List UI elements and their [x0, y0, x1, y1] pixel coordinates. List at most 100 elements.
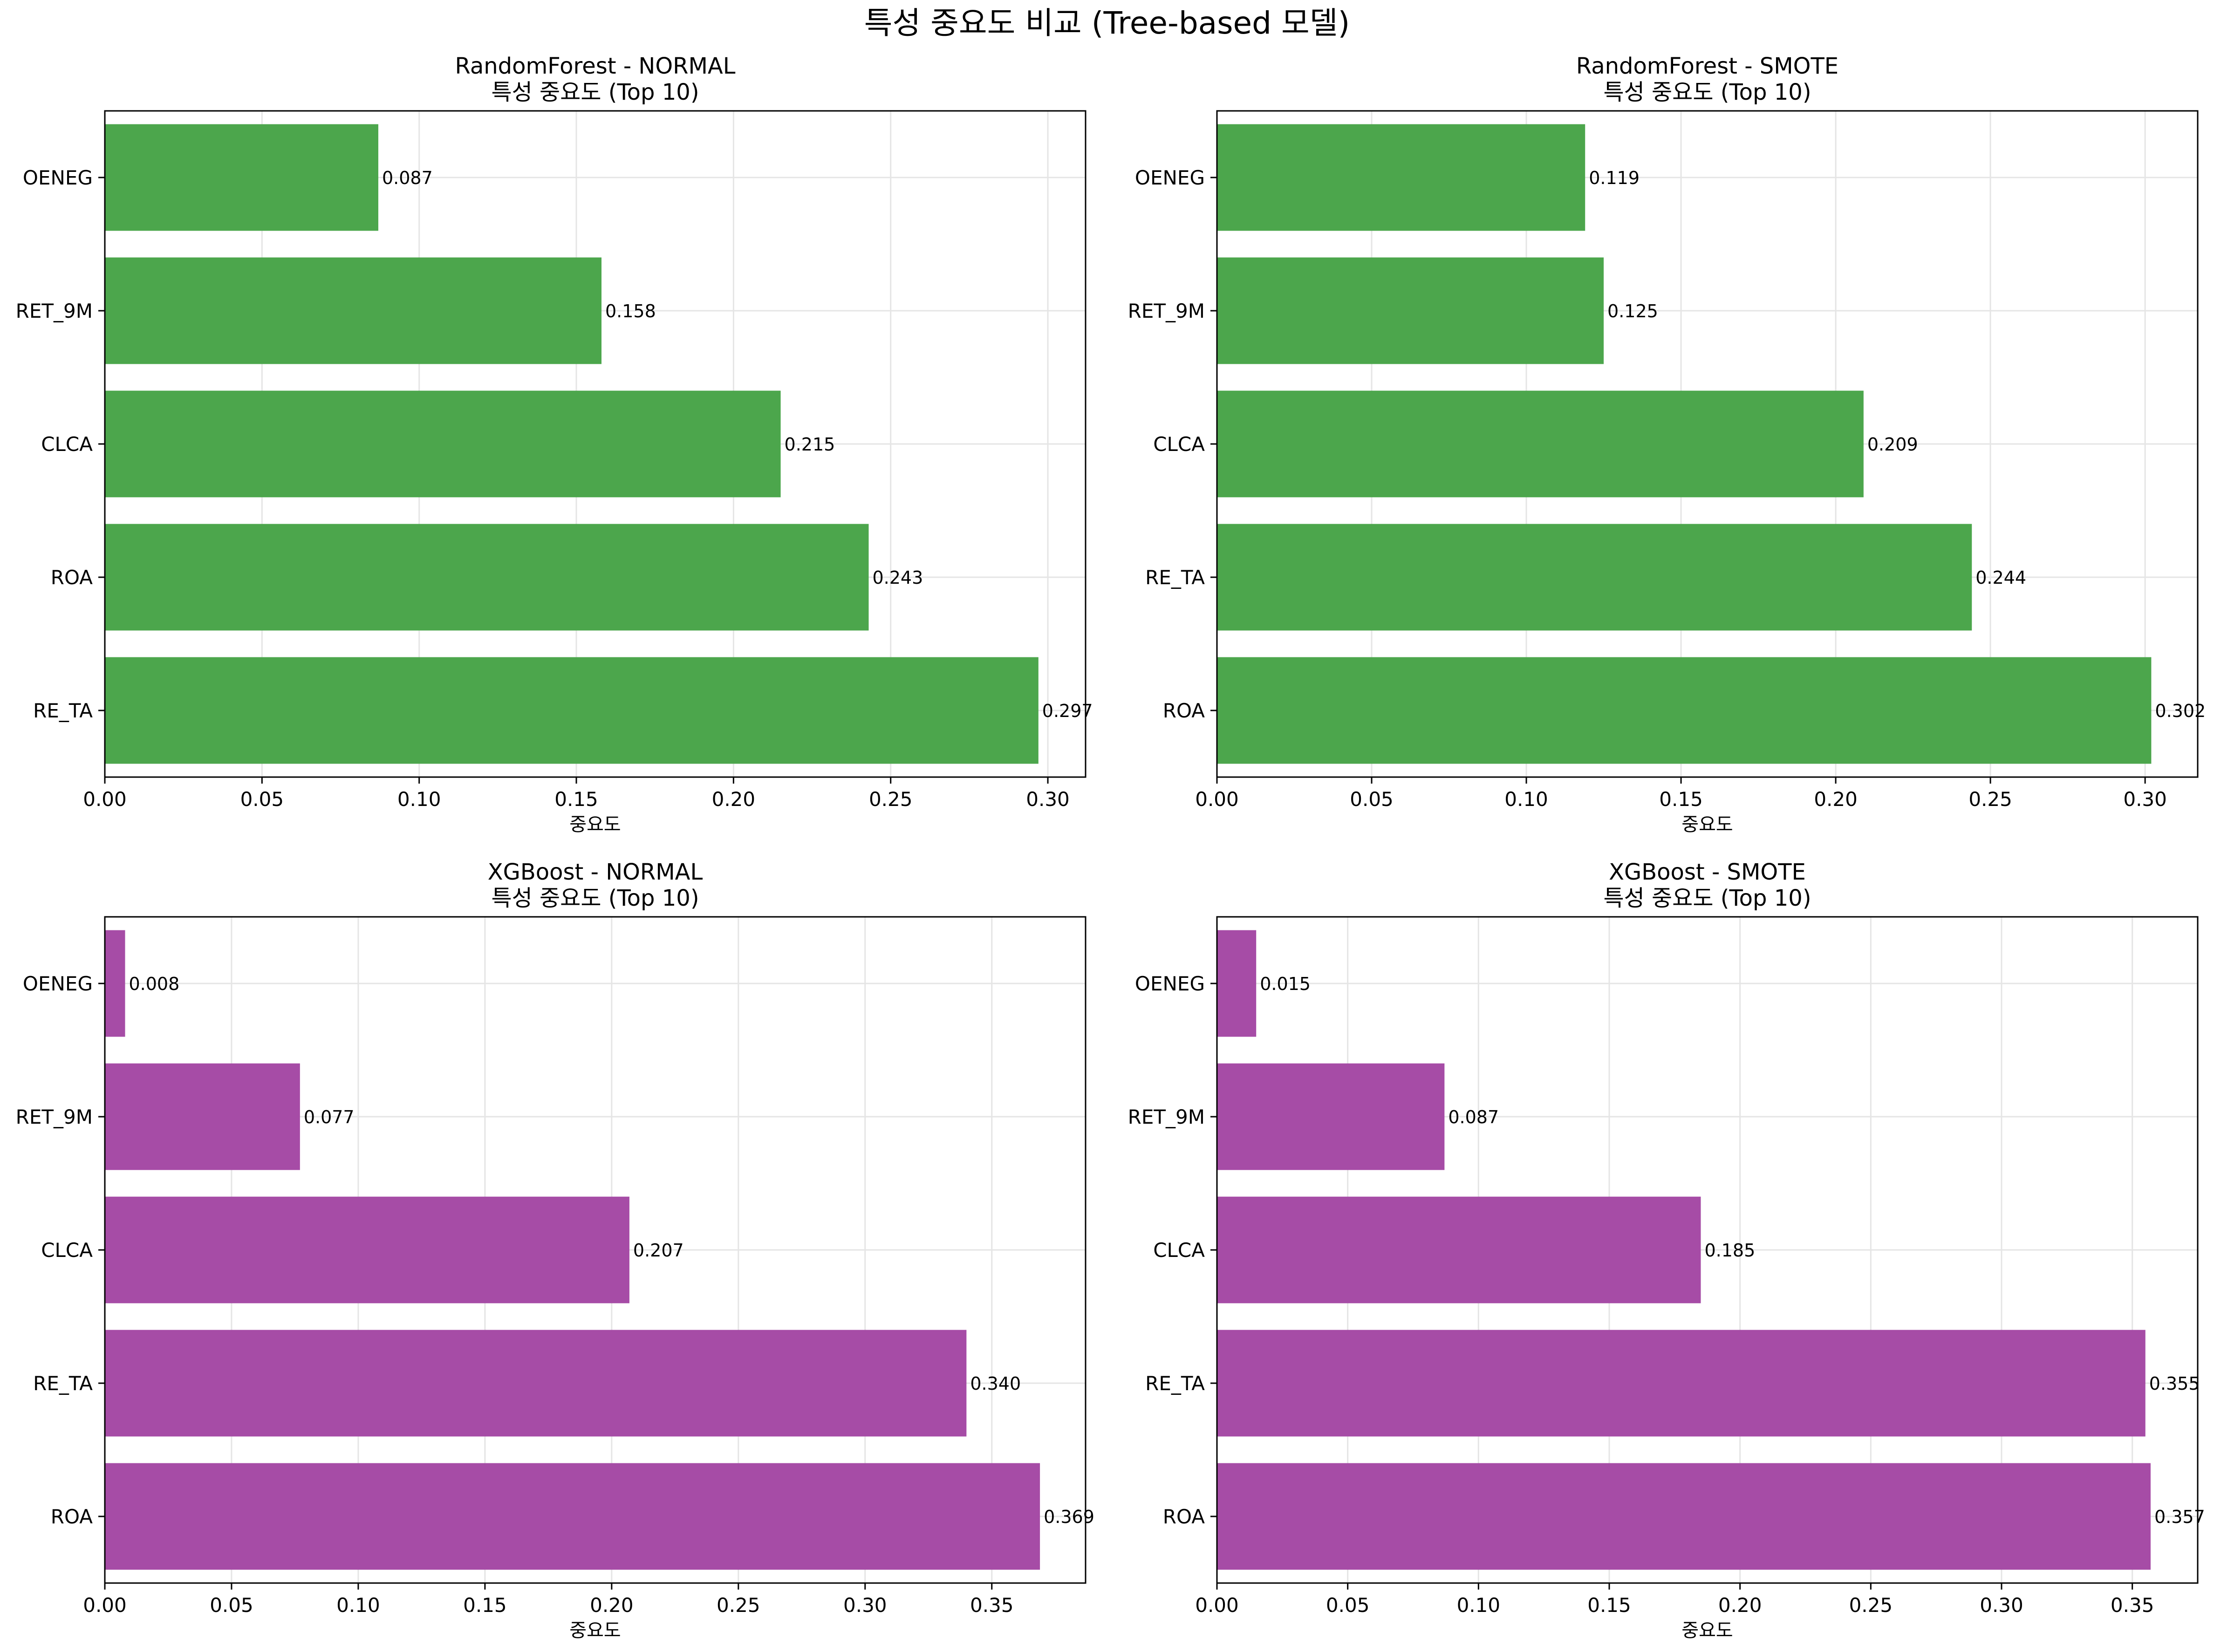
x-tick-label: 0.15: [554, 788, 598, 811]
x-axis-label: 중요도: [569, 1620, 621, 1641]
chart-panel: 0.297 0.243 0.215 0.158 0.087 0.00 0.05 0.10 0.1…: [16, 53, 1093, 835]
bar-re-ta: [1217, 524, 1972, 631]
y-tick-label: ROA: [51, 1505, 93, 1528]
value-label: 0.369: [1044, 1507, 1094, 1527]
bar-ret-9m: [105, 1063, 300, 1170]
chart-title: XGBoost - SMOTE: [1609, 859, 1806, 885]
y-tick-label: OENEG: [23, 972, 93, 995]
x-tick-label: 0.25: [1849, 1594, 1893, 1617]
y-tick-label: ROA: [1163, 699, 1205, 722]
bar-roa: [1217, 1463, 2151, 1570]
bar-oeneg: [105, 124, 378, 231]
bar-oeneg: [1217, 124, 1585, 231]
value-label: 0.158: [605, 301, 656, 321]
x-tick-label: 0.10: [1504, 788, 1548, 811]
bar-ret-9m: [105, 257, 601, 364]
x-tick-label: 0.35: [2111, 1594, 2154, 1617]
y-tick-label: ROA: [51, 566, 93, 589]
bar-roa: [105, 524, 869, 631]
x-tick-label: 0.30: [2123, 788, 2167, 811]
y-tick-label: CLCA: [41, 1239, 93, 1262]
y-tick-label: RET_9M: [16, 1106, 93, 1128]
x-tick-label: 0.20: [1718, 1594, 1762, 1617]
y-tick-label: OENEG: [1135, 972, 1205, 995]
value-label: 0.297: [1042, 701, 1093, 721]
chart-title: RandomForest - NORMAL: [455, 53, 736, 79]
x-tick-label: 0.00: [1195, 1594, 1239, 1617]
chart-subtitle: 특성 중요도 (Top 10): [491, 885, 699, 911]
x-tick-label: 0.30: [843, 1594, 887, 1617]
value-label: 0.008: [129, 974, 180, 994]
value-label: 0.015: [1260, 974, 1311, 994]
x-axis-label: 중요도: [1681, 1620, 1733, 1641]
chart-title: XGBoost - NORMAL: [488, 859, 703, 885]
value-label: 0.243: [872, 567, 923, 588]
value-label: 0.185: [1704, 1240, 1755, 1261]
x-tick-label: 0.25: [1968, 788, 2012, 811]
value-label: 0.209: [1867, 434, 1918, 455]
y-tick-label: CLCA: [1153, 1239, 1205, 1262]
value-label: 0.340: [970, 1373, 1021, 1394]
bar-clca: [1217, 1196, 1701, 1304]
value-label: 0.244: [1975, 567, 2026, 588]
y-tick-label: RET_9M: [1128, 300, 1205, 322]
x-tick-label: 0.25: [717, 1594, 760, 1617]
value-label: 0.125: [1607, 301, 1658, 321]
value-label: 0.215: [785, 434, 835, 455]
y-tick-label: RE_TA: [1145, 1372, 1205, 1395]
y-tick-label: RET_9M: [1128, 1106, 1205, 1128]
bar-oeneg: [1217, 930, 1257, 1037]
value-label: 0.087: [1448, 1107, 1499, 1127]
bar-clca: [105, 1196, 629, 1304]
value-label: 0.357: [2154, 1507, 2205, 1527]
chart-subtitle: 특성 중요도 (Top 10): [1603, 885, 1811, 911]
value-label: 0.077: [304, 1107, 355, 1127]
y-tick-label: OENEG: [23, 166, 93, 189]
bar-re-ta: [105, 1330, 967, 1437]
x-tick-label: 0.05: [1326, 1594, 1370, 1617]
chart-panel: 0.357 0.355 0.185 0.087 0.015 0.00 0.05 0.10 0.1…: [1128, 859, 2205, 1641]
bar-roa: [1217, 657, 2152, 764]
x-axis-label: 중요도: [1681, 814, 1733, 835]
x-tick-label: 0.10: [397, 788, 441, 811]
y-tick-label: RE_TA: [33, 699, 93, 722]
value-label: 0.207: [633, 1240, 684, 1261]
y-tick-label: CLCA: [1153, 433, 1205, 456]
x-tick-label: 0.20: [1814, 788, 1858, 811]
x-tick-label: 0.25: [869, 788, 913, 811]
x-tick-label: 0.05: [210, 1594, 253, 1617]
y-tick-label: RET_9M: [16, 300, 93, 322]
figure-suptitle: 특성 중요도 비교 (Tree-based 모델): [864, 5, 1350, 41]
x-tick-label: 0.15: [1587, 1594, 1631, 1617]
bar-ret-9m: [1217, 1063, 1445, 1170]
x-tick-label: 0.00: [83, 1594, 127, 1617]
x-tick-label: 0.15: [1659, 788, 1703, 811]
x-tick-label: 0.00: [83, 788, 127, 811]
x-tick-label: 0.05: [1350, 788, 1394, 811]
chart-panel: 0.369 0.340 0.207 0.077 0.008 0.00 0.05 0.10 0.1…: [16, 859, 1094, 1641]
x-tick-label: 0.15: [463, 1594, 507, 1617]
x-tick-label: 0.35: [970, 1594, 1014, 1617]
value-label: 0.355: [2149, 1373, 2200, 1394]
y-tick-label: RE_TA: [1145, 566, 1205, 589]
y-tick-label: RE_TA: [33, 1372, 93, 1395]
x-tick-label: 0.00: [1195, 788, 1239, 811]
y-tick-label: CLCA: [41, 433, 93, 456]
chart-subtitle: 특성 중요도 (Top 10): [1603, 79, 1811, 105]
bar-oeneg: [105, 930, 125, 1037]
x-tick-label: 0.10: [336, 1594, 380, 1617]
x-tick-label: 0.20: [590, 1594, 634, 1617]
bar-roa: [105, 1463, 1040, 1570]
chart-title: RandomForest - SMOTE: [1576, 53, 1838, 79]
value-label: 0.119: [1589, 168, 1640, 188]
x-tick-label: 0.30: [1026, 788, 1070, 811]
value-label: 0.087: [382, 168, 433, 188]
x-axis-label: 중요도: [569, 814, 621, 835]
y-tick-label: OENEG: [1135, 166, 1205, 189]
y-tick-label: ROA: [1163, 1505, 1205, 1528]
chart-subtitle: 특성 중요도 (Top 10): [491, 79, 699, 105]
bar-re-ta: [1217, 1330, 2146, 1437]
